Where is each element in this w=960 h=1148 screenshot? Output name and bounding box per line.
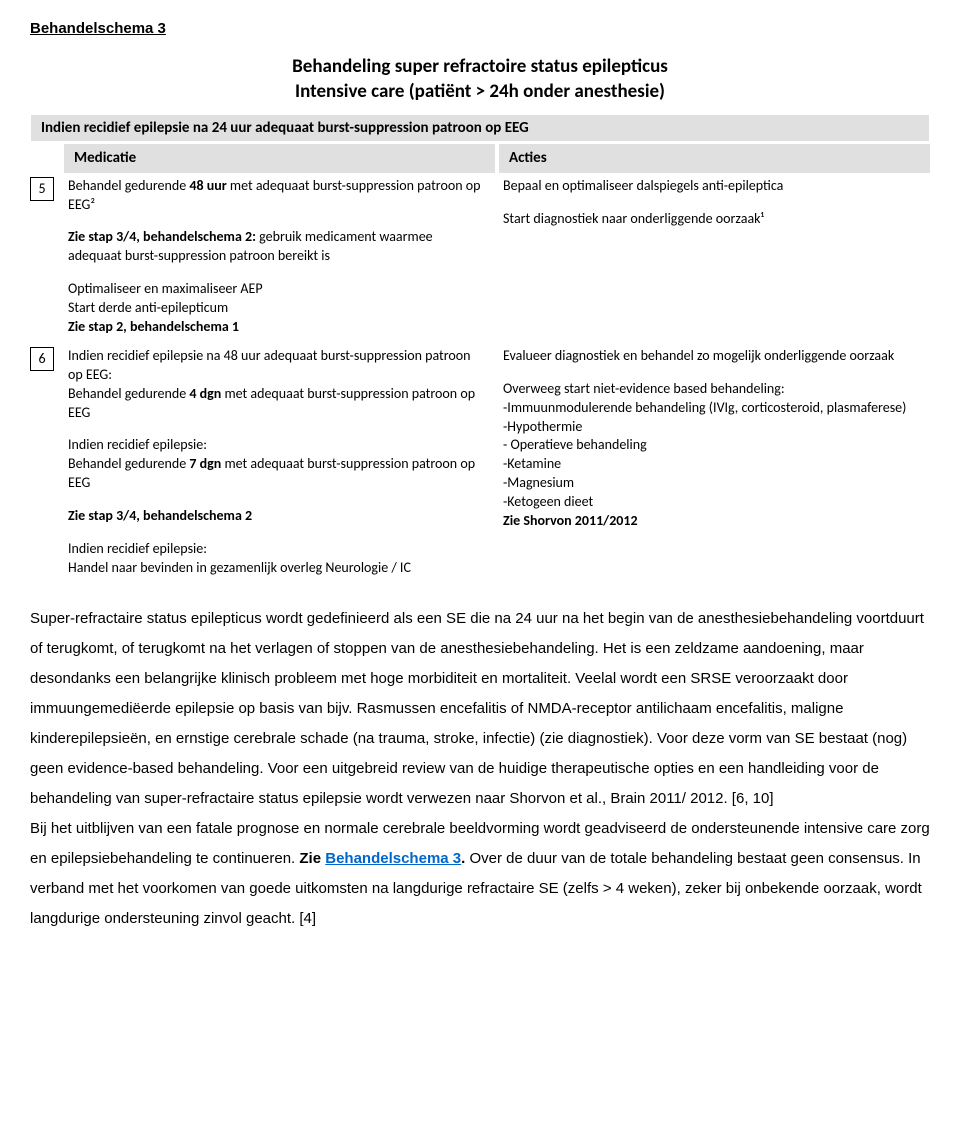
text: Handel naar bevinden in gezamenlijk over… xyxy=(68,559,487,578)
step6-med-p2: Indien recidief epilepsie: Behandel gedu… xyxy=(68,436,487,493)
list-item: -Magnesium xyxy=(503,474,922,493)
step5-med-p2: Zie stap 3/4, behandelschema 2: gebruik … xyxy=(68,228,487,266)
step5-medicatie: Behandel gedurende 48 uur met adequaat b… xyxy=(64,175,495,339)
behandelschema-3-link[interactable]: Behandelschema 3 xyxy=(325,850,461,867)
text: Behandel gedurende xyxy=(68,177,189,194)
title-line-1: Behandeling super refractoire status epi… xyxy=(30,55,930,80)
text: Indien recidief epilepsie: xyxy=(68,540,487,559)
list-item: -Hypothermie xyxy=(503,418,922,437)
text-bold: Zie Shorvon 2011/2012 xyxy=(503,512,922,531)
text: Optimaliseer en maximaliseer AEP xyxy=(68,280,487,299)
step6-med-p4: Indien recidief epilepsie: Handel naar b… xyxy=(68,540,487,578)
text-bold: Zie stap 3/4, behandelschema 2: xyxy=(68,228,256,245)
text-bold: Zie stap 2, behandelschema 1 xyxy=(68,318,487,337)
list-item: -Immuunmodulerende behandeling (IVIg, co… xyxy=(503,399,922,418)
text-bold: 48 uur xyxy=(189,177,226,194)
step6-acties: Evalueer diagnostiek en behandel zo moge… xyxy=(499,345,930,580)
subtitle-bar: Indien recidief epilepsie na 24 uur adeq… xyxy=(30,114,930,142)
step5-acties: Bepaal en optimaliseer dalspiegels anti-… xyxy=(499,175,930,339)
step6-medicatie: Indien recidief epilepsie na 48 uur adeq… xyxy=(64,345,495,580)
step5-med-p3: Optimaliseer en maximaliseer AEP Start d… xyxy=(68,280,487,337)
step-row-6: 6 Indien recidief epilepsie na 48 uur ad… xyxy=(30,345,930,580)
column-header-medicatie: Medicatie xyxy=(64,144,495,172)
title-block: Behandeling super refractoire status epi… xyxy=(30,55,930,104)
body-p2b: Zie xyxy=(299,850,325,867)
step6-act-p2: Overweeg start niet-evidence based behan… xyxy=(503,380,922,531)
body-text: Super-refractaire status epilepticus wor… xyxy=(30,604,930,934)
text: Indien recidief epilepsie: xyxy=(68,436,487,455)
text-bold: 4 dgn xyxy=(189,385,221,402)
step-number-6: 6 xyxy=(30,347,54,371)
text: Behandel gedurende xyxy=(68,385,189,402)
title-line-2: Intensive care (patiënt > 24h onder anes… xyxy=(30,80,930,105)
list-item: -Ketogeen dieet xyxy=(503,493,922,512)
column-header-acties: Acties xyxy=(499,144,930,172)
text: Indien recidief epilepsie na 48 uur adeq… xyxy=(68,347,487,385)
step6-med-p1: Indien recidief epilepsie na 48 uur adeq… xyxy=(68,347,487,423)
step-row-5: 5 Behandel gedurende 48 uur met adequaat… xyxy=(30,175,930,339)
text: Start derde anti-epilepticum xyxy=(68,299,487,318)
list-item: -Ketamine xyxy=(503,455,922,474)
step5-act-p2: Start diagnostiek naar onderliggende oor… xyxy=(503,210,922,229)
text-bold: 7 dgn xyxy=(189,455,221,472)
text: Behandel gedurende xyxy=(68,455,189,472)
body-p1: Super-refractaire status epilepticus wor… xyxy=(30,610,924,807)
step5-act-p1: Bepaal en optimaliseer dalspiegels anti-… xyxy=(503,177,922,196)
step6-med-p3: Zie stap 3/4, behandelschema 2 xyxy=(68,507,487,526)
table-header-row: Medicatie Acties xyxy=(30,144,930,172)
header-spacer xyxy=(30,144,64,172)
list-item: - Operatieve behandeling xyxy=(503,436,922,455)
document-heading: Behandelschema 3 xyxy=(30,20,930,37)
text: Overweeg start niet-evidence based behan… xyxy=(503,380,922,399)
step-number-5: 5 xyxy=(30,177,54,201)
step6-act-p1: Evalueer diagnostiek en behandel zo moge… xyxy=(503,347,922,366)
step5-med-p1: Behandel gedurende 48 uur met adequaat b… xyxy=(68,177,487,215)
